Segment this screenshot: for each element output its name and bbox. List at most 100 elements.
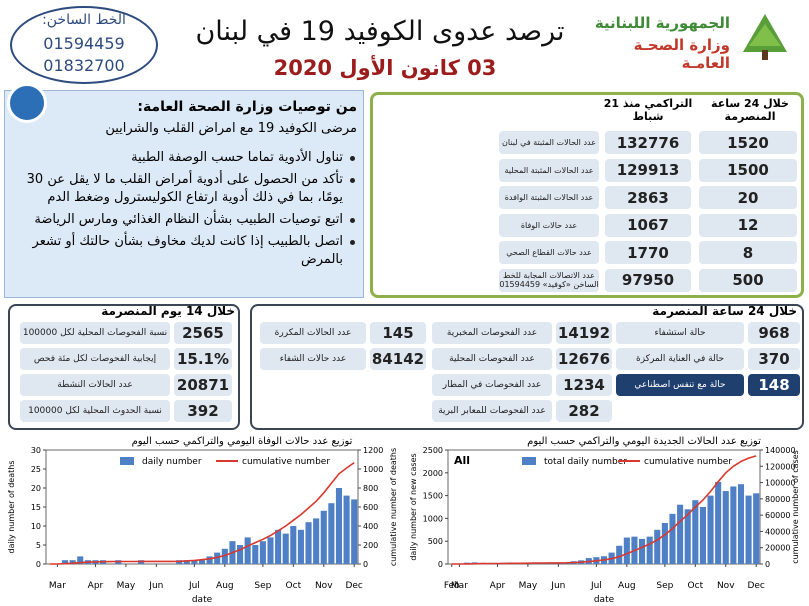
x-tick-label: Nov xyxy=(315,581,333,591)
bar xyxy=(654,529,661,564)
ministry-line: وزارة الصحـة العامـة xyxy=(633,36,730,72)
bar xyxy=(699,507,706,564)
bar xyxy=(244,537,251,564)
x-tick-label: Apr xyxy=(490,581,506,591)
chart: توزيع عدد حالات الوفاة اليومي والتراكمي … xyxy=(7,436,398,605)
y-tick-label: 2500 xyxy=(423,446,443,455)
bullet xyxy=(350,240,355,245)
bar xyxy=(198,560,206,564)
bar xyxy=(320,510,327,564)
bar xyxy=(221,548,228,564)
row-label: عدد الفحوصات للمعابر البرية xyxy=(432,400,552,422)
daily-value: 20 xyxy=(699,186,797,209)
y2-tick-label: 40000 xyxy=(765,527,790,536)
daily-value: 12 xyxy=(699,213,797,237)
row-label: حالة مع تنفس اصطناعي xyxy=(616,374,744,396)
daily-value: 500 xyxy=(699,268,797,292)
last-24-hours-panel: خلال 24 ساعة المنصرمة حالة استشفاء 968 حالة… xyxy=(250,304,804,430)
y2-tick-label: 60000 xyxy=(765,511,790,520)
annotation: All xyxy=(454,454,470,467)
x-tick-label: Oct xyxy=(688,581,704,591)
bar xyxy=(237,545,244,564)
bar xyxy=(677,504,684,564)
bar xyxy=(616,545,623,564)
row-value: 20871 xyxy=(174,374,232,396)
cumulative-line xyxy=(451,455,757,565)
recommendations-list: تناول الأدوية تماما حسب الوصفة الطبية تأك… xyxy=(15,149,357,273)
advisor-icon xyxy=(7,83,47,123)
bar xyxy=(183,560,190,564)
bar xyxy=(737,484,745,564)
page-title: ترصد عدوى الكوفيد 19 في لبنان xyxy=(195,16,565,47)
bar xyxy=(214,552,221,564)
x-tick-label: May xyxy=(117,581,136,591)
bar xyxy=(328,503,335,564)
bar xyxy=(646,536,653,564)
row-value: 370 xyxy=(748,348,800,370)
legend-label: cumulative number xyxy=(242,457,330,467)
bullet xyxy=(350,178,355,183)
y-tick-label: 2000 xyxy=(423,469,443,478)
y2-tick-label: 140000 xyxy=(765,446,796,455)
x-tick-label: Aug xyxy=(216,581,234,591)
cumulative-value: 1770 xyxy=(605,241,691,264)
daily-value: 8 xyxy=(699,241,797,264)
row-value: 15.1% xyxy=(174,348,232,370)
y-tick-label: 25 xyxy=(31,465,41,474)
legend-label: cumulative number xyxy=(644,457,732,467)
legend-label: daily number xyxy=(142,457,202,467)
bar xyxy=(77,556,84,564)
bar xyxy=(623,537,630,564)
bar xyxy=(282,533,289,564)
row-label: عدد حالات الشفاء xyxy=(260,348,366,370)
y-tick-label: 0 xyxy=(36,560,41,569)
report-date: 03 كانون الأول 2020 xyxy=(273,56,497,80)
hotline-title: الخط الساخن: xyxy=(42,12,126,28)
cumulative-value: 132776 xyxy=(605,131,691,154)
recommendations-panel: من توصيات وزارة الصحة العامة: مرضى الكوفي… xyxy=(4,83,364,298)
bar xyxy=(275,529,282,564)
bar xyxy=(267,537,274,564)
y-tick-label: 20 xyxy=(31,484,41,493)
row-label: عدد حالات القطاع الصحي xyxy=(499,241,599,264)
x-tick-label: Sep xyxy=(656,581,673,591)
column-header: التراكمي منذ 21 شباط xyxy=(603,97,693,123)
row-label: حالة استشفاء xyxy=(616,322,744,344)
row-value: 1234 xyxy=(556,374,612,396)
row-value: 968 xyxy=(748,322,800,344)
x-tick-label: Sep xyxy=(254,581,271,591)
row-label: نسبة الحدوث المحلية لكل 100000 xyxy=(20,400,170,422)
x-tick-label: Dec xyxy=(747,581,764,591)
y2-tick-label: 120000 xyxy=(765,462,796,471)
y2-tick-label: 0 xyxy=(363,560,368,569)
y-tick-label: 15 xyxy=(31,503,41,512)
y-tick-label: 5 xyxy=(36,541,41,550)
bar xyxy=(707,495,714,564)
bar xyxy=(722,491,729,564)
bar xyxy=(692,500,699,564)
bar xyxy=(313,518,320,564)
y-axis-label: daily number of deaths xyxy=(7,461,16,554)
summary-panel: خلال 24 ساعة المنصرمة التراكمي منذ 21 شبا… xyxy=(370,92,804,298)
daily-value: 1500 xyxy=(699,158,797,182)
bar xyxy=(661,522,668,564)
bar xyxy=(252,545,259,564)
bar xyxy=(753,493,760,564)
row-label: عدد الفحوصات في المطار xyxy=(432,374,552,396)
row-label: عدد الاتصالات المجابة للخط الساخن «كوفيد… xyxy=(499,268,599,292)
row-label: نسبة الفحوصات المحلية لكل 100000 xyxy=(20,322,170,344)
x-tick-label: Jul xyxy=(188,581,200,591)
y-tick-label: 30 xyxy=(31,446,41,455)
row-label: إيجابية الفحوصات لكل مئة فحص xyxy=(20,348,170,370)
panel-title: خلال 14 يوم المنصرمة xyxy=(101,304,235,318)
y-tick-label: 0 xyxy=(438,560,443,569)
y2-tick-label: 1000 xyxy=(363,465,383,474)
x-tick-label: Aug xyxy=(618,581,636,591)
y-tick-label: 1500 xyxy=(423,492,443,501)
y2-tick-label: 1200 xyxy=(363,446,383,455)
x-tick-label: Jun xyxy=(550,581,565,591)
recommendation-item: تناول الأدوية تماما حسب الوصفة الطبية xyxy=(15,149,357,167)
bar xyxy=(259,541,266,564)
